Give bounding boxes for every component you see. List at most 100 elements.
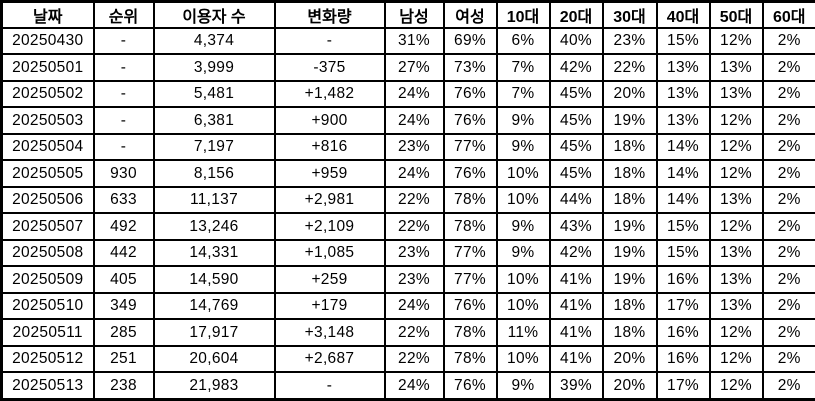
age10-pct-cell: 6% [495, 26, 551, 56]
column-header-female-pct: 여성 [442, 0, 498, 29]
age10-pct-cell: 7% [495, 79, 551, 109]
male-pct-cell: 27% [383, 53, 445, 82]
age10-pct-cell: 9% [495, 371, 551, 401]
table-row: 20250513 238 21,983-24% 76% 9% 39% 20% 17% 12% 2% [0, 371, 815, 401]
female-pct-cell: 76% [442, 106, 498, 135]
male-pct-cell: 24% [383, 291, 445, 321]
age20-pct-cell: 45% [548, 79, 604, 109]
age30-pct-cell: 23% [601, 26, 658, 56]
age40-pct-cell: 13% [655, 53, 711, 82]
age20-pct-cell: 41% [548, 344, 604, 374]
change-cell: +900 [273, 106, 386, 135]
rank-cell: 492 [92, 212, 155, 241]
age50-pct-cell: 12% [708, 132, 764, 162]
age10-pct-cell: 10% [495, 265, 551, 294]
change-cell: +2,687 [273, 344, 386, 374]
age30-pct-cell: 19% [601, 238, 658, 268]
male-pct-cell: 31% [383, 26, 445, 56]
column-header-rank: 순위 [92, 0, 155, 29]
age20-pct-cell: 43% [548, 212, 604, 241]
users-cell: 8,156 [152, 159, 276, 188]
table-row: 20250504-7,197 +816 23% 77% 9% 45% 18% 14% 12% 2% [0, 132, 815, 162]
age30-pct-cell: 18% [601, 159, 658, 188]
age30-pct-cell: 19% [601, 265, 658, 294]
age50-pct-cell: 12% [708, 371, 764, 401]
rank-cell: - [92, 132, 155, 162]
rank-cell: - [92, 106, 155, 135]
female-pct-cell: 76% [442, 371, 498, 401]
age20-pct-cell: 45% [548, 132, 604, 162]
male-pct-cell: 23% [383, 238, 445, 268]
age20-pct-cell: 45% [548, 106, 604, 135]
date-cell: 20250508 [0, 238, 95, 268]
table-row: 20250507 492 13,246 +2,109 22% 78% 9% 43% 19% 15%… [0, 212, 815, 241]
change-cell: +1,085 [273, 238, 386, 268]
rank-cell: 349 [92, 291, 155, 321]
table-row: 20250509 405 14,590 +259 23% 77% 10% 41% 19% 16% 1… [0, 265, 815, 294]
date-cell: 20250502 [0, 79, 95, 109]
change-cell: +1,482 [273, 79, 386, 109]
age50-pct-cell: 12% [708, 344, 764, 374]
male-pct-cell: 24% [383, 79, 445, 109]
age40-pct-cell: 15% [655, 238, 711, 268]
rank-cell: - [92, 26, 155, 56]
column-header-age60-pct: 60대 [761, 0, 815, 29]
age40-pct-cell: 15% [655, 212, 711, 241]
rank-cell: 930 [92, 159, 155, 188]
column-header-date: 날짜 [0, 0, 95, 29]
age40-pct-cell: 14% [655, 132, 711, 162]
female-pct-cell: 77% [442, 132, 498, 162]
rank-cell: - [92, 53, 155, 82]
male-pct-cell: 24% [383, 371, 445, 401]
table-row: 20250430-4,374-31% 69% 6% 40% 23% 15% 12% 2% [0, 26, 815, 56]
date-cell: 20250503 [0, 106, 95, 135]
age10-pct-cell: 7% [495, 53, 551, 82]
age60-pct-cell: 2% [761, 79, 815, 109]
table-row: 20250506 633 11,137 +2,981 22% 78% 10% 44% 18% 14… [0, 185, 815, 215]
age40-pct-cell: 15% [655, 26, 711, 56]
age60-pct-cell: 2% [761, 238, 815, 268]
header-row: 날짜 순위 이용자 수 변화량 남성 여성 10대 20대 30대 40대 50대 60대 [0, 0, 815, 29]
age50-pct-cell: 12% [708, 212, 764, 241]
users-cell: 21,983 [152, 371, 276, 401]
change-cell: +3,148 [273, 318, 386, 347]
age50-pct-cell: 12% [708, 159, 764, 188]
age30-pct-cell: 19% [601, 212, 658, 241]
age50-pct-cell: 12% [708, 106, 764, 135]
age40-pct-cell: 16% [655, 318, 711, 347]
table-row: 20250512 251 20,604 +2,687 22% 78% 10% 41% 20% 16… [0, 344, 815, 374]
female-pct-cell: 78% [442, 344, 498, 374]
age30-pct-cell: 20% [601, 371, 658, 401]
users-cell: 17,917 [152, 318, 276, 347]
age60-pct-cell: 2% [761, 265, 815, 294]
age40-pct-cell: 13% [655, 79, 711, 109]
age40-pct-cell: 14% [655, 185, 711, 215]
users-cell: 7,197 [152, 132, 276, 162]
change-cell: - [273, 26, 386, 56]
age20-pct-cell: 40% [548, 26, 604, 56]
age10-pct-cell: 9% [495, 106, 551, 135]
female-pct-cell: 76% [442, 291, 498, 321]
users-cell: 13,246 [152, 212, 276, 241]
age60-pct-cell: 2% [761, 344, 815, 374]
age30-pct-cell: 22% [601, 53, 658, 82]
change-cell: +816 [273, 132, 386, 162]
age60-pct-cell: 2% [761, 106, 815, 135]
rank-cell: 251 [92, 344, 155, 374]
female-pct-cell: 73% [442, 53, 498, 82]
age60-pct-cell: 2% [761, 26, 815, 56]
rank-cell: - [92, 79, 155, 109]
male-pct-cell: 22% [383, 185, 445, 215]
female-pct-cell: 76% [442, 159, 498, 188]
age20-pct-cell: 41% [548, 291, 604, 321]
age10-pct-cell: 9% [495, 238, 551, 268]
column-header-age40-pct: 40대 [655, 0, 711, 29]
age10-pct-cell: 10% [495, 344, 551, 374]
age60-pct-cell: 2% [761, 53, 815, 82]
users-cell: 11,137 [152, 185, 276, 215]
rank-cell: 405 [92, 265, 155, 294]
change-cell: +2,109 [273, 212, 386, 241]
age60-pct-cell: 2% [761, 212, 815, 241]
female-pct-cell: 77% [442, 265, 498, 294]
